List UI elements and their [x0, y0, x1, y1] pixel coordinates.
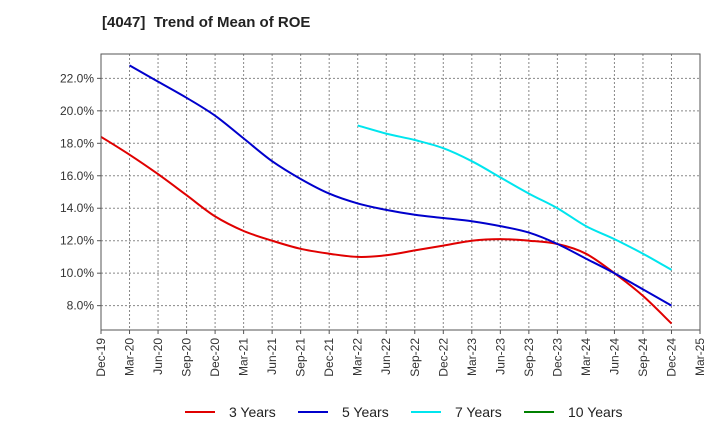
x-tick-label: Dec-20 [208, 338, 222, 377]
grid-layer [101, 54, 700, 330]
legend-item-5-years: 5 Years [298, 404, 389, 420]
x-tick-label: Mar-23 [465, 338, 479, 376]
x-tick-label: Mar-25 [693, 338, 707, 376]
x-tick-label: Sep-20 [180, 338, 194, 377]
x-tick-label: Jun-20 [151, 338, 165, 375]
y-tick-label: 16.0% [60, 169, 94, 183]
legend: 3 Years 5 Years 7 Years 10 Years [0, 404, 720, 426]
y-tick-label: 18.0% [60, 136, 94, 150]
legend-swatch [524, 411, 554, 413]
series-layer [100, 64, 673, 325]
axis-layer: Dec-19 Mar-20 Jun-20 Sep-20 Dec-20 Mar-21 Jun-… [60, 71, 707, 376]
legend-item-3-years: 3 Years [185, 404, 276, 420]
y-tick-label: 20.0% [60, 104, 94, 118]
legend-swatch [411, 411, 441, 413]
y-tick-label: 14.0% [60, 201, 94, 215]
x-tick-label: Sep-23 [522, 338, 536, 377]
chart-title: [4047] Trend of Mean of ROE [102, 14, 311, 31]
legend-swatch [185, 411, 215, 413]
series-line-7-years [357, 124, 672, 271]
y-tick-label: 8.0% [67, 299, 95, 313]
legend-label: 7 Years [455, 404, 502, 420]
legend-label: 3 Years [229, 404, 276, 420]
series-line-5-years [129, 64, 672, 307]
x-tick-label: Dec-19 [94, 338, 108, 377]
legend-swatch [298, 411, 328, 413]
x-tick-label: Jun-22 [379, 338, 393, 375]
x-tick-label: Mar-22 [351, 338, 365, 376]
x-tick-label: Mar-24 [579, 338, 593, 376]
x-tick-label: Sep-24 [636, 338, 650, 377]
legend-label: 5 Years [342, 404, 389, 420]
x-tick-label: Mar-21 [237, 338, 251, 376]
plot-frame [100, 53, 701, 331]
legend-item-10-years: 10 Years [524, 404, 623, 420]
x-tick-label: Jun-24 [607, 338, 621, 375]
x-tick-label: Sep-22 [408, 338, 422, 377]
x-tick-label: Dec-22 [436, 338, 450, 377]
y-tick-label: 12.0% [60, 234, 94, 248]
x-tick-label: Dec-21 [322, 338, 336, 377]
x-tick-label: Mar-20 [123, 338, 137, 376]
legend-item-7-years: 7 Years [411, 404, 502, 420]
x-tick-label: Jun-21 [265, 338, 279, 375]
y-tick-label: 10.0% [60, 266, 94, 280]
series-line-3-years [100, 135, 673, 325]
y-tick-label: 22.0% [60, 71, 94, 85]
x-tick-label: Dec-23 [550, 338, 564, 377]
x-tick-label: Jun-23 [493, 338, 507, 375]
x-tick-label: Sep-21 [294, 338, 308, 377]
legend-label: 10 Years [568, 404, 623, 420]
x-tick-label: Dec-24 [664, 338, 678, 377]
